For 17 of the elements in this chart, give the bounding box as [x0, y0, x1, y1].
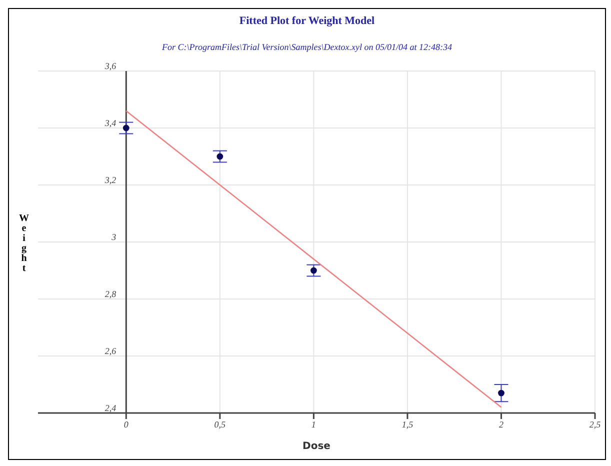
x-tick-label: 1,5: [402, 419, 414, 430]
x-tick-label: 1: [311, 419, 316, 430]
y-tick-label: 3,4: [104, 118, 117, 128]
x-tick-label: 2: [498, 419, 504, 430]
y-tick-label: 2,6: [104, 346, 117, 356]
y-tick-label: 3: [110, 232, 117, 242]
y-tick-label: 2,8: [104, 289, 117, 299]
chart-title: Fitted Plot for Weight Model: [238, 15, 376, 27]
x-tick-label: 0: [124, 419, 129, 430]
chart-subtitle: For C:\ProgramFiles\Trial Version\Samples\Dextox.xyl on 05/01/04 at 12:48:34: [161, 42, 453, 52]
y-tick-label: 3,6: [104, 61, 117, 71]
y-tick-label: 2,4: [104, 403, 117, 413]
x-tick-label: 2,5: [589, 419, 602, 430]
x-axis-title: Dose: [302, 441, 331, 452]
y-tick-label: 3,2: [104, 175, 117, 185]
y-axis-title: Weight: [18, 213, 30, 274]
x-tick-label: 0,5: [214, 419, 226, 430]
